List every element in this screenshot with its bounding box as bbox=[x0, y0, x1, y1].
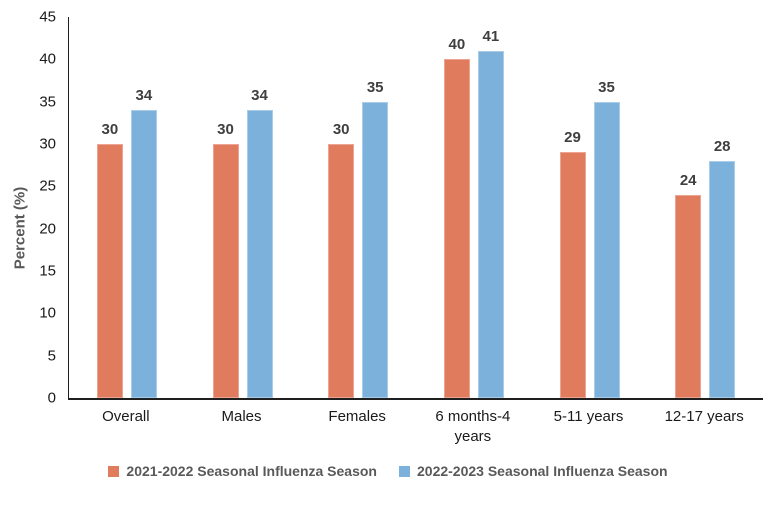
y-tick-label: 45 bbox=[39, 8, 56, 26]
bar-unit: 35 bbox=[593, 79, 620, 398]
bar-value-label: 28 bbox=[713, 138, 731, 155]
y-axis-ticks: 0 5 10 15 20 25 30 35 40 45 bbox=[0, 10, 56, 406]
bar-group: 29 35 bbox=[532, 17, 648, 398]
bar bbox=[675, 195, 702, 398]
x-axis-category-label: Females bbox=[328, 408, 386, 425]
legend: 2021-2022 Seasonal Influenza Season 2022-… bbox=[0, 464, 776, 478]
bar-unit: 30 bbox=[212, 121, 239, 398]
bar-unit: 24 bbox=[675, 172, 702, 398]
y-tick-label: 30 bbox=[39, 135, 56, 153]
bar-groups: 30 34 30 34 30 35 40 41 29 35 24 28 bbox=[69, 17, 763, 398]
x-axis-category-label: 5-11 years bbox=[553, 408, 624, 425]
legend-label: 2021-2022 Seasonal Influenza Season bbox=[126, 463, 377, 479]
legend-swatch-icon bbox=[108, 465, 120, 477]
bar-value-label: 30 bbox=[332, 121, 350, 138]
x-axis-category-label: Overall bbox=[102, 408, 150, 425]
bar bbox=[362, 102, 389, 398]
bar-unit: 30 bbox=[96, 121, 123, 398]
legend-item: 2022-2023 Seasonal Influenza Season bbox=[399, 464, 668, 478]
bar-unit: 28 bbox=[709, 138, 736, 398]
bar-value-label: 30 bbox=[217, 121, 234, 138]
bar-unit: 30 bbox=[328, 121, 355, 398]
bar-value-label: 35 bbox=[366, 79, 384, 96]
bar-value-label: 29 bbox=[564, 129, 581, 146]
y-tick-label: 15 bbox=[39, 262, 56, 280]
bar-group: 24 28 bbox=[647, 17, 763, 398]
bar-unit: 34 bbox=[246, 87, 273, 398]
bar-unit: 41 bbox=[477, 28, 504, 398]
y-tick-label: 5 bbox=[47, 347, 56, 365]
bar bbox=[212, 144, 239, 398]
legend-item: 2021-2022 Seasonal Influenza Season bbox=[108, 464, 377, 478]
bar-value-label: 40 bbox=[448, 36, 466, 53]
bar bbox=[443, 59, 470, 398]
bar-value-label: 41 bbox=[482, 28, 500, 45]
bar-unit: 29 bbox=[559, 129, 586, 398]
x-axis-labels: Overall Males Females 6 months-4 years 5-11 … bbox=[68, 407, 762, 448]
bar bbox=[96, 144, 123, 398]
y-tick-label: 35 bbox=[39, 93, 56, 111]
bar bbox=[328, 144, 355, 398]
y-tick-label: 25 bbox=[39, 177, 56, 195]
bar bbox=[477, 51, 504, 398]
bar bbox=[709, 161, 736, 398]
legend-label: 2022-2023 Seasonal Influenza Season bbox=[417, 463, 668, 479]
bar-group: 40 41 bbox=[416, 17, 532, 398]
x-axis-category-label: Males bbox=[221, 408, 262, 425]
bar-unit: 35 bbox=[362, 79, 389, 398]
bar bbox=[130, 110, 157, 398]
y-tick-label: 0 bbox=[47, 389, 56, 407]
bar-value-label: 34 bbox=[135, 87, 153, 104]
bar-group: 30 35 bbox=[300, 17, 416, 398]
y-tick-label: 20 bbox=[39, 220, 56, 238]
bar-value-label: 30 bbox=[101, 121, 119, 138]
plot-area: 30 34 30 34 30 35 40 41 29 35 24 28 bbox=[68, 17, 763, 400]
bar-unit: 40 bbox=[443, 36, 470, 398]
bar-value-label: 24 bbox=[679, 172, 697, 189]
bar bbox=[559, 152, 586, 398]
y-tick-label: 10 bbox=[39, 304, 56, 322]
bar-value-label: 34 bbox=[251, 87, 268, 104]
bar-group: 30 34 bbox=[185, 17, 301, 398]
bar bbox=[593, 102, 620, 398]
x-axis-category-label: 12-17 years bbox=[664, 408, 744, 425]
legend-swatch-icon bbox=[399, 465, 410, 477]
y-tick-label: 40 bbox=[39, 50, 56, 68]
bar-group: 30 34 bbox=[69, 17, 185, 398]
x-axis-category-label: 6 months-4 years bbox=[435, 408, 511, 446]
bar-value-label: 35 bbox=[598, 79, 615, 96]
bar bbox=[246, 110, 273, 398]
bar-unit: 34 bbox=[130, 87, 157, 398]
